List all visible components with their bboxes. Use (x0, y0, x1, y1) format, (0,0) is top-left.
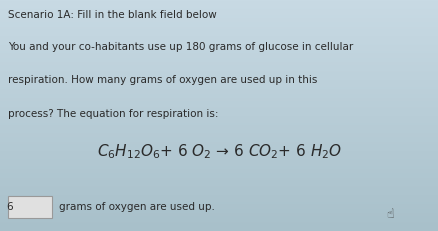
Text: ☝: ☝ (385, 208, 393, 221)
Text: process? The equation for respiration is:: process? The equation for respiration is… (8, 109, 218, 119)
Text: $C_6H_{12}O_6$+ 6 $O_2$ → 6 $CO_2$+ 6 $H_2O$: $C_6H_{12}O_6$+ 6 $O_2$ → 6 $CO_2$+ 6 $H… (97, 142, 341, 161)
Text: Scenario 1A: Fill in the blank field below: Scenario 1A: Fill in the blank field bel… (8, 10, 216, 20)
Text: grams of oxygen are used up.: grams of oxygen are used up. (59, 202, 215, 212)
Text: 6: 6 (6, 202, 13, 212)
Text: You and your co-habitants use up 180 grams of glucose in cellular: You and your co-habitants use up 180 gra… (8, 42, 352, 52)
Bar (8, 196, 52, 218)
Text: respiration. How many grams of oxygen are used up in this: respiration. How many grams of oxygen ar… (8, 75, 317, 85)
